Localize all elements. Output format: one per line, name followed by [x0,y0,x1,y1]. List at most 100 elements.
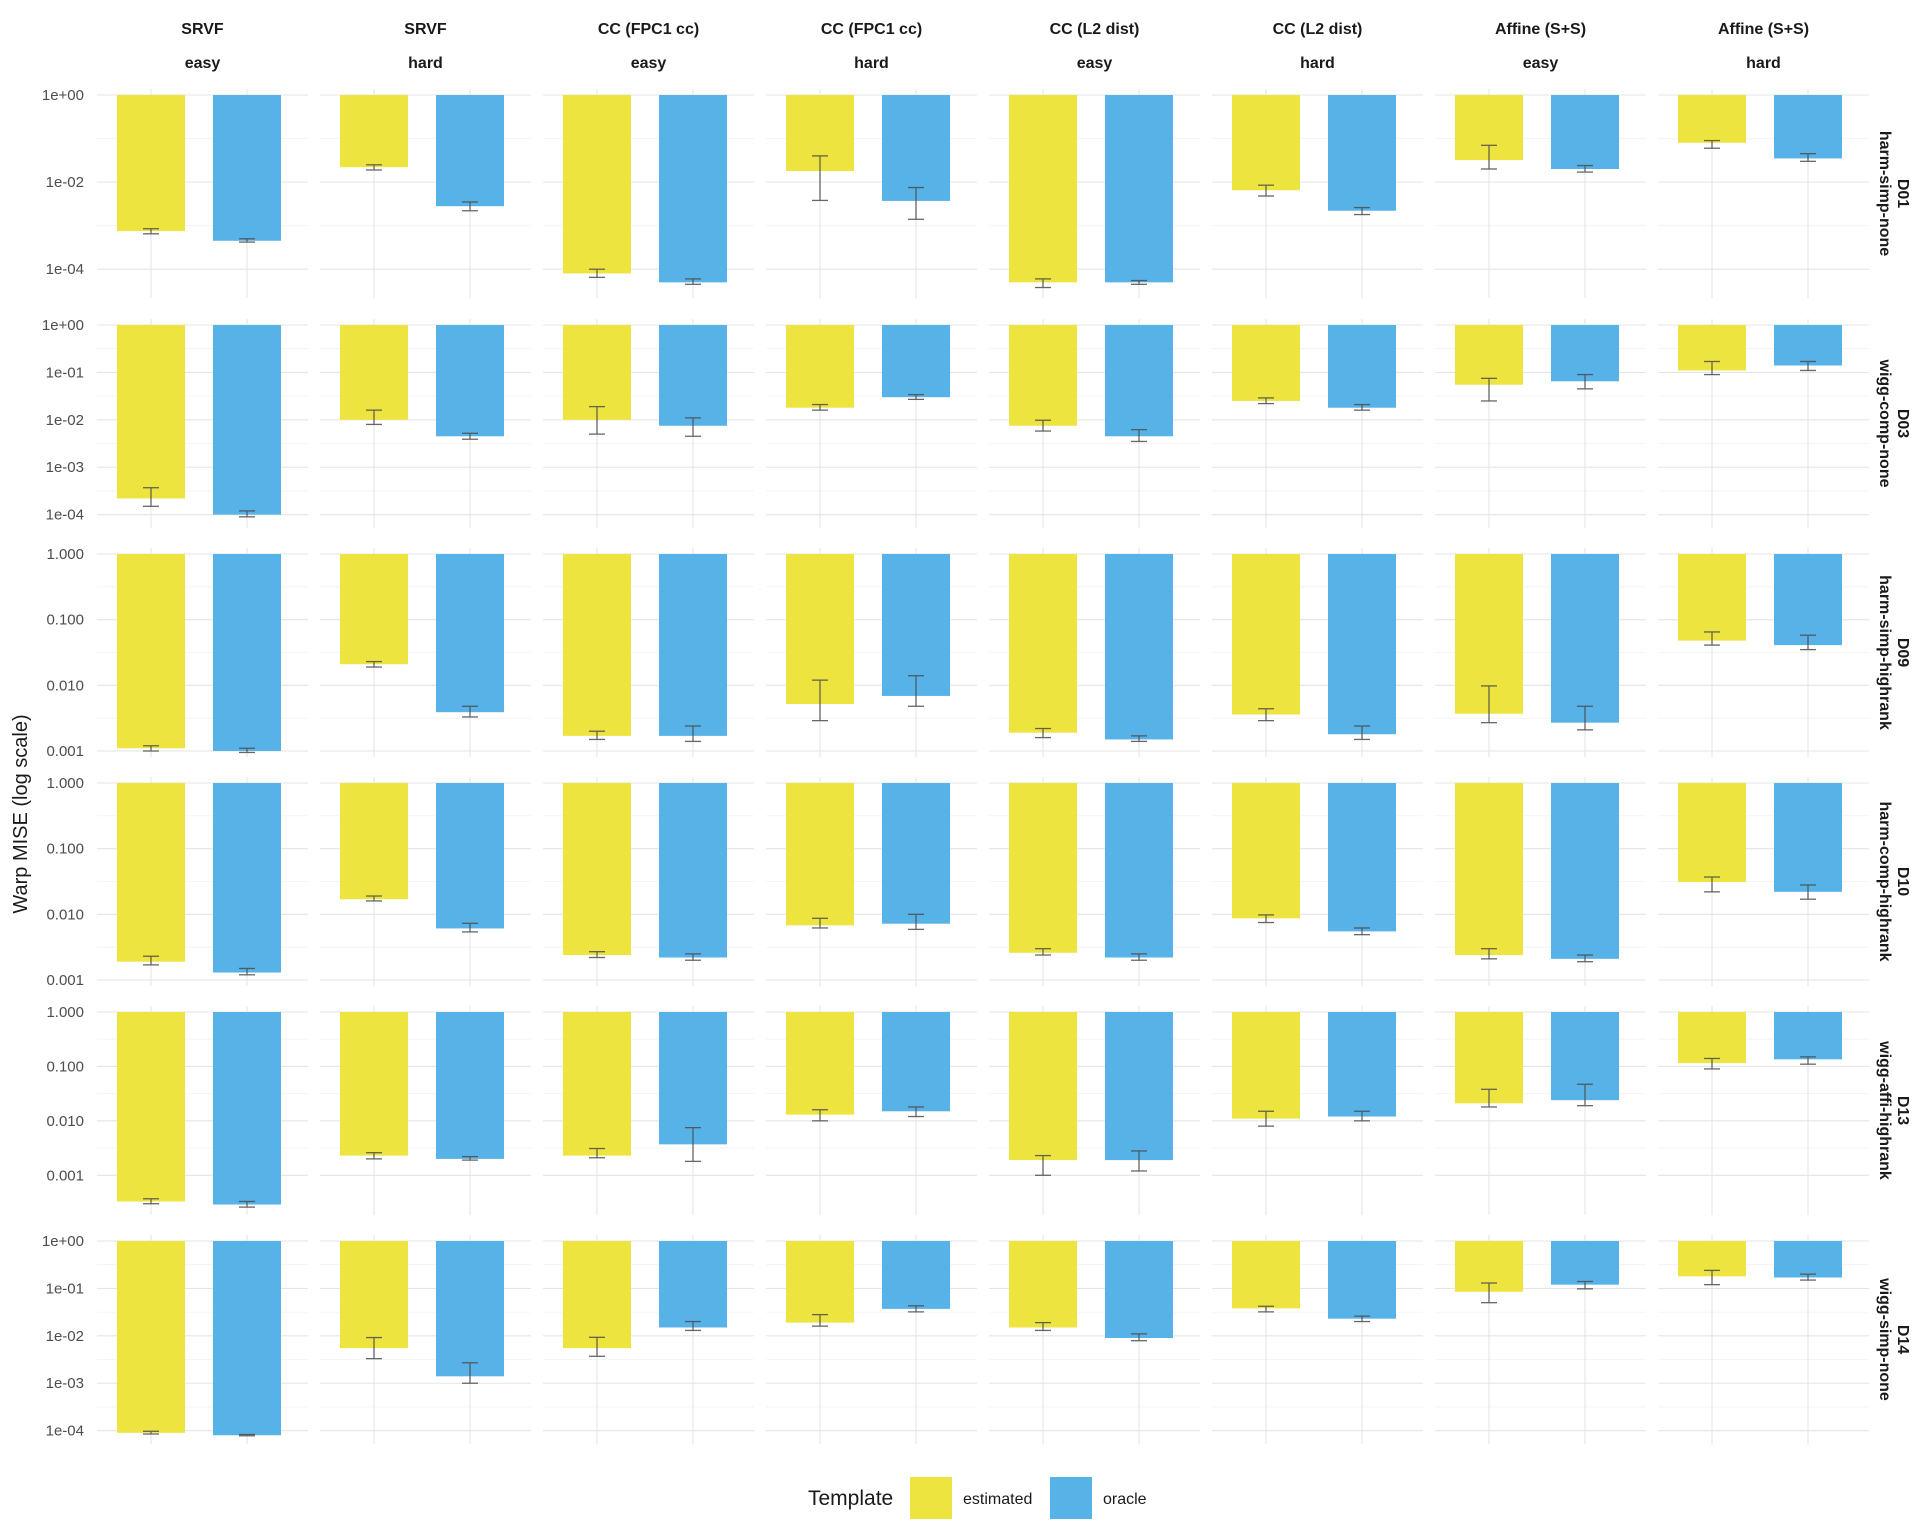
error-bar [1354,725,1370,741]
error-bar [1258,708,1274,722]
bar-oracle [436,1012,504,1159]
y-tick-label: 0.010 [46,1113,84,1130]
bar-estimated [563,1241,631,1349]
row-strip-id: D01 [1894,179,1911,208]
error-bar [685,725,701,743]
error-bar [239,967,255,976]
error-bar [1258,1110,1274,1127]
row-strip-id: D03 [1894,409,1911,438]
error-bar [1704,876,1720,893]
error-bar [1704,1057,1720,1070]
error-bar [908,1305,924,1313]
facet-panel [320,548,531,757]
bar-oracle [1328,95,1396,211]
error-bar [239,238,255,243]
error-bar [143,487,159,507]
error-bar [908,1106,924,1118]
bar-estimated [563,1012,631,1156]
y-tick-label: 1e-01 [46,1280,84,1297]
error-bar [1481,377,1497,402]
error-bar [1258,397,1274,405]
error-bar [462,201,478,212]
facet-panel [766,548,977,757]
bar-oracle [436,325,504,437]
y-tick-label: 0.001 [46,972,84,989]
legend: Template estimated oracle [808,1477,1147,1519]
error-bar [685,953,701,961]
bar-estimated [1455,325,1523,385]
error-bar [1131,1150,1147,1172]
error-bar [1800,153,1816,162]
facet-panel [320,89,531,298]
error-bar [1035,419,1051,432]
bar-oracle [1105,1012,1173,1161]
bar-oracle [213,1012,281,1205]
bar-estimated [117,1012,185,1202]
y-tick-label: 1.000 [46,775,84,792]
facet-panel [543,548,754,757]
error-bar [1577,705,1593,731]
bar-estimated [340,554,408,665]
bar-oracle [1328,783,1396,932]
error-bar [1481,1282,1497,1304]
error-bar [1035,1154,1051,1176]
facet-panel [1435,89,1646,298]
bar-estimated [1678,554,1746,641]
bar-oracle [1105,95,1173,283]
error-bar [462,1362,478,1384]
strip-method-label: CC (L2 dist) [1050,21,1140,38]
strip-difficulty-label: hard [854,55,889,72]
bar-estimated [340,783,408,900]
facet-panel [989,1006,1200,1215]
facet-panel [543,89,754,298]
row-strip-label: wigg-comp-none [1876,359,1893,488]
error-bar [589,951,605,959]
facet-panel [989,319,1200,528]
facet-panel [1658,548,1869,757]
row-strip-label: wigg-simp-none [1876,1277,1893,1401]
facet-panel [1435,1235,1646,1444]
error-bar [1577,164,1593,173]
facet-panel [97,89,308,298]
bar-oracle [213,554,281,751]
bar-oracle [1105,554,1173,740]
error-bar [239,1200,255,1208]
bar-oracle [1105,1241,1173,1338]
y-tick-label: 1e+00 [42,1233,84,1250]
y-tick-label: 0.001 [46,1167,84,1184]
error-bar [1258,1305,1274,1313]
y-axis-title: Warp MISE (log scale) [10,714,32,913]
bar-oracle [1105,325,1173,437]
bar-oracle [1328,554,1396,735]
bar-estimated [1009,325,1077,426]
bar-estimated [563,95,631,274]
bar-oracle [659,95,727,283]
strip-method-label: CC (L2 dist) [1273,21,1363,38]
error-bar [908,913,924,931]
error-bar [143,1198,159,1205]
bar-estimated [1009,95,1077,283]
error-bar [1131,429,1147,443]
y-tick-label: 0.010 [46,677,84,694]
error-bar [812,403,828,411]
error-bar [1035,948,1051,956]
facet-panel [1658,777,1869,986]
bar-oracle [1551,95,1619,170]
strip-method-label: CC (FPC1 cc) [821,21,922,38]
bar-estimated [1678,95,1746,143]
bar-oracle [436,1241,504,1377]
error-bar [462,432,478,440]
row-strips: D01harm-simp-noneD03wigg-comp-noneD09har… [1876,131,1911,1401]
error-bar [366,164,382,171]
error-bar [812,155,828,202]
bar-oracle [213,1241,281,1436]
bar-oracle [1774,783,1842,892]
legend-swatch-oracle [1050,1477,1092,1519]
bar-estimated [340,1241,408,1349]
facet-panel [766,1235,977,1444]
error-bar [366,1336,382,1360]
bar-oracle [436,95,504,207]
